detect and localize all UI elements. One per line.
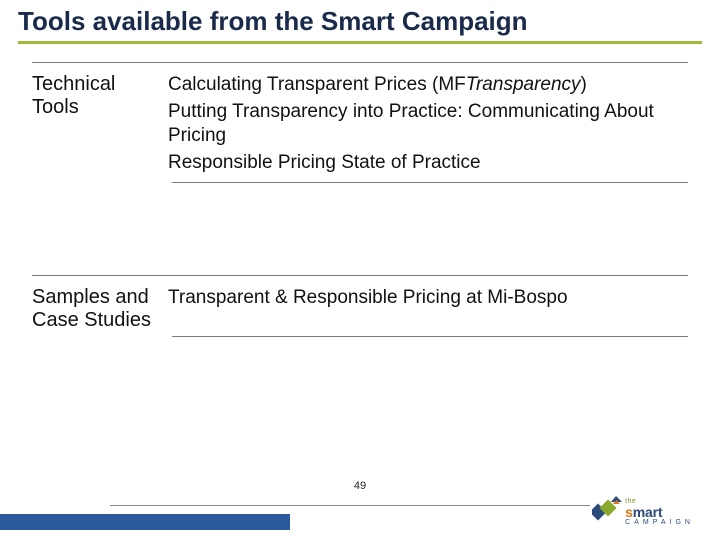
section-bottom-rule: [172, 182, 688, 183]
section-body: Calculating Transparent Prices (MFTransp…: [162, 65, 688, 178]
section-bottom-rule: [172, 336, 688, 337]
item-text-post: ): [581, 74, 587, 95]
section-top-rule: [32, 275, 688, 276]
section-samples: Samples and Case Studies Transparent & R…: [32, 275, 688, 337]
section-top-rule: [32, 62, 688, 63]
section-gap: [32, 219, 688, 275]
section-row: Technical Tools Calculating Transparent …: [32, 65, 688, 178]
footer-rule: [110, 505, 590, 506]
logo-text: the smart CAMPAIGN: [625, 498, 694, 526]
tool-item: Putting Transparency into Practice: Comm…: [168, 100, 688, 146]
item-text: Calculating Transparent Prices (MF: [168, 74, 466, 95]
section-label: Samples and Case Studies: [32, 286, 154, 332]
slide-title: Tools available from the Smart Campaign: [18, 6, 702, 37]
title-block: Tools available from the Smart Campaign: [0, 0, 720, 44]
logo-campaign: CAMPAIGN: [625, 519, 694, 526]
logo-word: smart: [625, 505, 694, 519]
logo-word-s: s: [625, 504, 633, 520]
smart-campaign-logo: the smart CAMPAIGN: [592, 496, 694, 526]
section-body: Transparent & Responsible Pricing at Mi-…: [162, 278, 688, 313]
tool-item: Calculating Transparent Prices (MFTransp…: [168, 73, 688, 96]
content-area: Technical Tools Calculating Transparent …: [0, 44, 720, 337]
page-number: 49: [354, 480, 366, 492]
item-text-italic: Transparency: [466, 74, 581, 95]
footer: 49 the smart CAMPAIGN: [0, 476, 720, 540]
item-text: Transparent & Responsible Pricing at Mi-…: [168, 287, 568, 308]
tool-item: Responsible Pricing State of Practice: [168, 151, 688, 174]
section-technical-tools: Technical Tools Calculating Transparent …: [32, 62, 688, 183]
section-label-col: Samples and Case Studies: [32, 278, 162, 332]
section-label: Technical Tools: [32, 73, 154, 119]
logo-word-mart: mart: [633, 504, 663, 520]
slide: Tools available from the Smart Campaign …: [0, 0, 720, 540]
tool-item: Transparent & Responsible Pricing at Mi-…: [168, 286, 688, 309]
logo-mark-icon: [592, 496, 622, 526]
footer-accent-bar: [0, 514, 290, 530]
item-text: Putting Transparency into Practice: Comm…: [168, 101, 654, 145]
section-row: Samples and Case Studies Transparent & R…: [32, 278, 688, 332]
section-label-col: Technical Tools: [32, 65, 162, 119]
item-text: Responsible Pricing State of Practice: [168, 152, 481, 173]
